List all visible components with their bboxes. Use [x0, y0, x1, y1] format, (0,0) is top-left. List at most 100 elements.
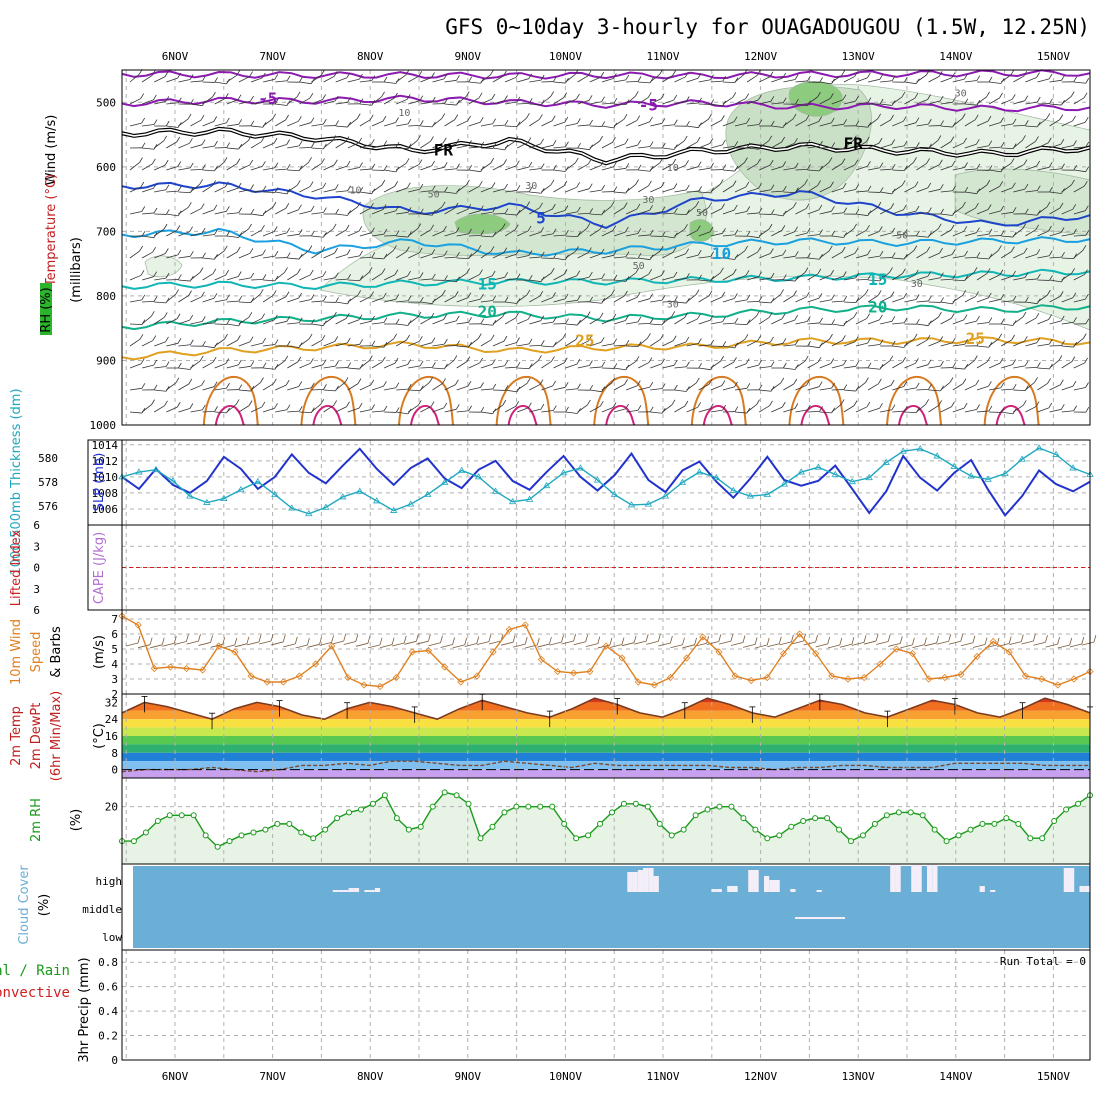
wind-barb-flag — [1024, 208, 1029, 214]
wind-barb — [843, 164, 855, 171]
wind-barb — [976, 120, 989, 127]
wind-barb — [166, 342, 179, 347]
wind-barb-flag — [479, 357, 484, 364]
wind-barb-flag — [722, 404, 726, 411]
wind-barb-flag — [1048, 250, 1053, 256]
wind-barb — [250, 382, 261, 391]
wind-barb — [589, 317, 601, 325]
wind10-barb — [246, 641, 260, 646]
wind-barb — [492, 75, 504, 83]
wind-barb-flag — [720, 267, 724, 273]
wind10-barb — [948, 640, 961, 645]
wind-barb — [1061, 345, 1074, 348]
wind-barb-flag — [1073, 405, 1077, 411]
wind-barb-flag — [261, 401, 266, 408]
wind-barb — [904, 411, 917, 414]
wind-barb-flag — [925, 399, 930, 405]
high-cloud-bar — [632, 872, 638, 892]
wind-barb — [1025, 190, 1038, 193]
wind-barb — [855, 382, 866, 391]
wind-barb-flag — [710, 162, 714, 169]
wind-barb — [686, 294, 697, 303]
wind-barb-flag — [563, 357, 568, 363]
wind-barb — [964, 409, 977, 413]
wind-barb-flag — [359, 250, 363, 257]
wind-barb — [541, 321, 554, 325]
wind-barb — [190, 321, 203, 325]
wind-barb — [1025, 101, 1038, 105]
wind-barb-flag — [659, 245, 664, 252]
wind-barb-flag — [1012, 383, 1017, 390]
wind-barb — [589, 405, 601, 413]
isotherm-35-loop — [995, 405, 1026, 426]
wind10-barb — [392, 642, 405, 647]
wind-barb — [226, 276, 239, 281]
wind-barb — [456, 257, 469, 260]
wind-barb-flag — [417, 400, 422, 406]
wind10-barb — [730, 642, 744, 646]
wind-barb-flag — [637, 139, 642, 146]
upper-air-frame — [121, 69, 1091, 426]
wind-barb — [226, 187, 239, 193]
wind10-barb — [125, 642, 139, 647]
wind-barb-flag — [153, 384, 158, 390]
wind-barb — [928, 365, 941, 369]
wind-barb — [916, 74, 927, 83]
wind10-barb-flag — [766, 637, 770, 646]
wind-barb-flag — [722, 341, 727, 347]
isotherm-30-loop — [202, 375, 259, 426]
wind-barb — [759, 277, 772, 281]
wind-barb — [637, 97, 649, 105]
wind10-barb — [767, 643, 780, 648]
wind10-barb-flag — [307, 637, 310, 646]
wind-barb-flag — [214, 229, 218, 235]
wind-barb-flag — [467, 292, 472, 298]
wind-barb — [129, 73, 140, 83]
wind-barb — [710, 385, 723, 391]
rh-contour-label: 50 — [428, 189, 440, 200]
wind10-marker — [312, 660, 320, 668]
wind10-marker — [747, 676, 755, 685]
wind-barb — [577, 404, 588, 413]
wind-barb — [601, 294, 612, 303]
wind-barb — [807, 121, 819, 127]
wind-barb — [625, 95, 636, 105]
wind-barb-flag — [855, 95, 859, 102]
wind-barb — [674, 301, 687, 304]
wind-barb-flag — [746, 206, 751, 212]
wind10-marker — [344, 673, 352, 682]
wind-barb-flag — [309, 92, 314, 99]
wind-barb — [686, 125, 699, 129]
wind-barb-flag — [915, 117, 920, 123]
wind-barb — [396, 123, 409, 127]
wind-barb — [964, 207, 976, 215]
wind-barb-flag — [577, 143, 581, 149]
wind-barb — [1073, 185, 1085, 193]
wind-barb — [662, 340, 674, 347]
wind-barb — [916, 251, 927, 259]
wind-barb — [408, 228, 419, 237]
wind-barb — [1001, 364, 1013, 369]
precip-tick-label: 0 — [111, 1054, 118, 1067]
wind-barb — [262, 231, 275, 237]
wind-barb-flag — [444, 186, 448, 193]
rh2m-marker — [800, 818, 807, 824]
wind10-barb — [162, 642, 175, 647]
wind-barb-flag — [940, 272, 944, 278]
wind-barb — [529, 384, 541, 391]
wind-barb — [432, 367, 445, 370]
wind-barb-flag — [551, 115, 556, 121]
wind-barb — [1001, 211, 1014, 215]
wind-barb-flag — [610, 201, 615, 207]
wind-barb — [553, 97, 564, 105]
wind10-marker — [1054, 681, 1062, 689]
wind-barb-flag — [830, 181, 834, 187]
wind-barb — [783, 191, 796, 194]
wind-barb — [226, 404, 237, 413]
wind-barb-flag — [901, 180, 906, 186]
wind-barb — [698, 408, 711, 413]
wind10-marker — [473, 672, 481, 680]
rh-contour-label: 30 — [667, 300, 679, 311]
wind-barb — [505, 389, 518, 393]
wind-barb — [626, 233, 638, 237]
